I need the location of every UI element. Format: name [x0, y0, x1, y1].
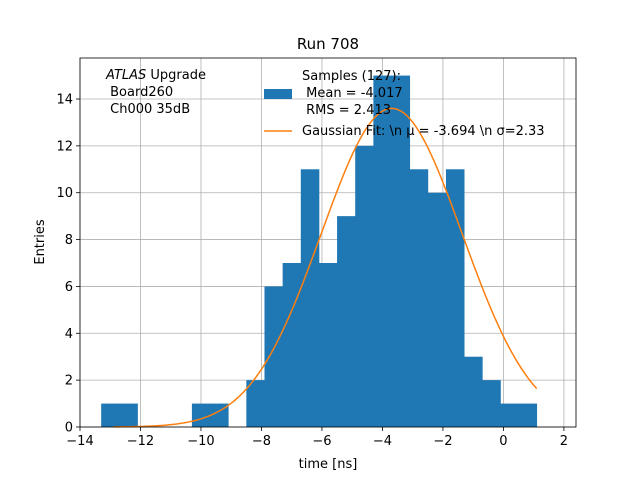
histogram-bar — [337, 216, 356, 427]
x-tick-label: 2 — [560, 434, 568, 449]
histogram-bar — [445, 169, 465, 428]
chart-title: Run 708 — [297, 35, 359, 53]
y-tick-label: 0 — [65, 421, 73, 436]
gaussian-fit-line — [113, 107, 538, 428]
histogram-bar — [282, 263, 302, 427]
y-tick-label: 12 — [56, 139, 73, 154]
histogram-bar — [246, 380, 265, 427]
histogram-bar — [373, 75, 392, 428]
y-tick-label: 2 — [65, 374, 73, 389]
histogram-bar — [300, 169, 320, 428]
histogram-bar — [191, 403, 211, 427]
histogram-bar — [101, 403, 120, 427]
y-tick-label: 8 — [65, 233, 73, 248]
annotation: ATLAS Upgrade Board260 Ch000 35dB — [105, 68, 206, 117]
axis-ticks: −14 −12 −10 −8 −6 −4 −2 0 2 0 2 4 6 8 10 12 14 — [56, 93, 568, 450]
annotation-line-2: Board260 — [106, 85, 173, 100]
legend-label-samples: Samples (127): Mean = -4.017 RMS = 2.413 — [302, 69, 403, 118]
histogram-bar — [427, 192, 447, 427]
x-tick-label: −4 — [373, 434, 392, 449]
axes-frame — [79, 57, 577, 428]
y-tick-label: 10 — [56, 186, 73, 201]
y-tick-label: 6 — [65, 280, 73, 295]
histogram-bar — [355, 145, 374, 427]
x-tick-label: 0 — [499, 434, 507, 449]
legend-swatch-samples — [264, 89, 292, 99]
histogram-bar — [482, 380, 501, 427]
annotation-line-3: Ch000 35dB — [106, 102, 190, 117]
legend: Samples (127): Mean = -4.017 RMS = 2.413… — [264, 69, 545, 139]
histogram-bars — [101, 75, 538, 428]
x-tick-label: −2 — [433, 434, 452, 449]
histogram-bar — [518, 403, 538, 427]
histogram-bar — [210, 403, 229, 427]
histogram-bar — [119, 403, 138, 427]
annotation-line-1: ATLAS Upgrade — [105, 68, 206, 83]
x-tick-label: −12 — [127, 434, 154, 449]
histogram-bar — [409, 169, 429, 428]
legend-label-fit: Gaussian Fit: \n μ = -3.694 \n σ=2.33 — [302, 124, 545, 139]
x-axis-label: time [ns] — [299, 457, 358, 472]
histogram-bar — [264, 286, 284, 427]
histogram-bar — [464, 356, 483, 427]
histogram-bar — [318, 263, 338, 427]
y-tick-label: 4 — [65, 327, 73, 342]
histogram-bar — [500, 403, 519, 427]
y-axis-label: Entries — [33, 219, 48, 265]
x-tick-label: −8 — [252, 434, 271, 449]
x-tick-label: −10 — [187, 434, 214, 449]
histogram-bar — [391, 75, 411, 428]
y-tick-label: 14 — [56, 93, 73, 108]
x-tick-label: −14 — [66, 434, 93, 449]
x-tick-label: −6 — [312, 434, 331, 449]
